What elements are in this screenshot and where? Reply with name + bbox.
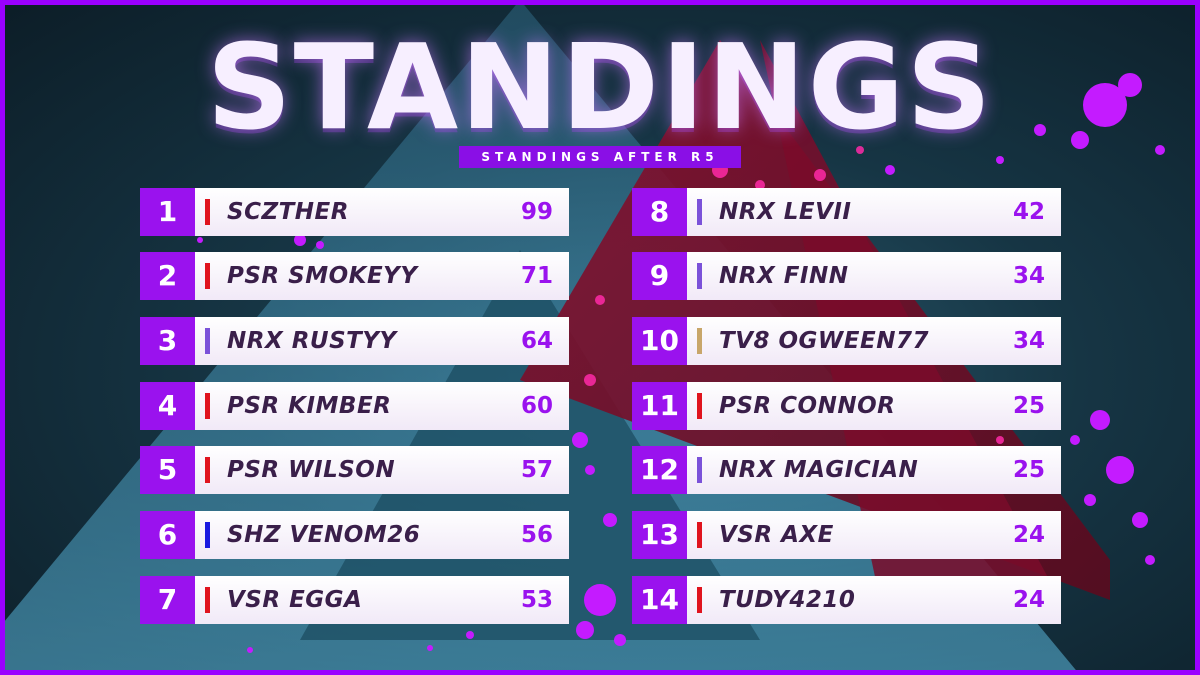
standings-row: 14 TUDY4210 24 — [632, 576, 1062, 624]
player-name: TUDY4210 — [719, 587, 856, 613]
player-name: NRX FINN — [719, 263, 849, 289]
player-name: PSR WILSON — [227, 457, 396, 483]
paint-splatter — [197, 73, 1165, 653]
standings-row: 2 PSR SMOKEYY 71 — [140, 252, 570, 300]
player-card: PSR SMOKEYY 71 — [195, 252, 569, 300]
player-points: 57 — [520, 457, 553, 483]
player-card: NRX RUSTYY 64 — [195, 317, 569, 365]
rank-number: 8 — [632, 188, 687, 236]
team-tag-marker — [205, 263, 210, 289]
player-points: 64 — [520, 328, 553, 354]
rank-number: 6 — [140, 511, 195, 559]
standings-row: 8 NRX LEVII 42 — [632, 188, 1062, 236]
team-tag-marker — [205, 393, 210, 419]
team-tag-marker — [205, 587, 210, 613]
player-points: 56 — [520, 522, 553, 548]
rank-number: 7 — [140, 576, 195, 624]
team-tag-marker — [697, 522, 702, 548]
rank-number: 13 — [632, 511, 687, 559]
team-tag-marker — [697, 328, 702, 354]
player-card: VSR AXE 24 — [687, 511, 1061, 559]
player-points: 53 — [520, 587, 553, 613]
player-points: 71 — [520, 263, 553, 289]
player-name: NRX RUSTYY — [227, 328, 397, 354]
player-card: TUDY4210 24 — [687, 576, 1061, 624]
team-tag-marker — [697, 199, 702, 225]
player-name: PSR CONNOR — [719, 393, 896, 419]
standings-row: 10 TV8 OGWEEN77 34 — [632, 317, 1062, 365]
rank-number: 4 — [140, 382, 195, 430]
rank-number: 14 — [632, 576, 687, 624]
player-name: VSR AXE — [719, 522, 834, 548]
player-name: SHZ VENOM26 — [227, 522, 421, 548]
standings-row: 4 PSR KIMBER 60 — [140, 382, 570, 430]
rank-number: 2 — [140, 252, 195, 300]
team-tag-marker — [697, 263, 702, 289]
team-tag-marker — [697, 457, 702, 483]
player-points: 60 — [520, 393, 553, 419]
standings-row: 7 VSR EGGA 53 — [140, 576, 570, 624]
player-card: NRX FINN 34 — [687, 252, 1061, 300]
standings-row: 12 NRX MAGICIAN 25 — [632, 446, 1062, 494]
player-card: SHZ VENOM26 56 — [195, 511, 569, 559]
player-card: PSR CONNOR 25 — [687, 382, 1061, 430]
player-card: PSR WILSON 57 — [195, 446, 569, 494]
standings-row: 11 PSR CONNOR 25 — [632, 382, 1062, 430]
standings-row: 1 SCZTHER 99 — [140, 188, 570, 236]
player-name: NRX MAGICIAN — [719, 457, 919, 483]
rank-number: 1 — [140, 188, 195, 236]
standings-row: 6 SHZ VENOM26 56 — [140, 511, 570, 559]
player-points: 42 — [1012, 199, 1045, 225]
standings-row: 13 VSR AXE 24 — [632, 511, 1062, 559]
player-points: 99 — [520, 199, 553, 225]
player-name: PSR KIMBER — [227, 393, 392, 419]
rank-number: 3 — [140, 317, 195, 365]
player-name: PSR SMOKEYY — [227, 263, 418, 289]
rank-number: 10 — [632, 317, 687, 365]
team-tag-marker — [205, 199, 210, 225]
player-points: 24 — [1012, 522, 1045, 548]
team-tag-marker — [697, 587, 702, 613]
player-card: PSR KIMBER 60 — [195, 382, 569, 430]
player-points: 25 — [1012, 457, 1045, 483]
page-subtitle: STANDINGS AFTER R5 — [459, 146, 741, 168]
rank-number: 12 — [632, 446, 687, 494]
player-name: NRX LEVII — [719, 199, 852, 225]
player-card: SCZTHER 99 — [195, 188, 569, 236]
player-points: 34 — [1012, 328, 1045, 354]
page-title: STANDINGS — [206, 18, 994, 156]
player-card: NRX LEVII 42 — [687, 188, 1061, 236]
player-points: 25 — [1012, 393, 1045, 419]
player-name: VSR EGGA — [227, 587, 363, 613]
rank-number: 9 — [632, 252, 687, 300]
standings-row: 9 NRX FINN 34 — [632, 252, 1062, 300]
team-tag-marker — [697, 393, 702, 419]
rank-number: 5 — [140, 446, 195, 494]
team-tag-marker — [205, 457, 210, 483]
standings-row: 5 PSR WILSON 57 — [140, 446, 570, 494]
team-tag-marker — [205, 328, 210, 354]
player-card: NRX MAGICIAN 25 — [687, 446, 1061, 494]
player-points: 34 — [1012, 263, 1045, 289]
rank-number: 11 — [632, 382, 687, 430]
player-card: TV8 OGWEEN77 34 — [687, 317, 1061, 365]
team-tag-marker — [205, 522, 210, 548]
player-points: 24 — [1012, 587, 1045, 613]
player-card: VSR EGGA 53 — [195, 576, 569, 624]
player-name: SCZTHER — [227, 199, 349, 225]
standings-row: 3 NRX RUSTYY 64 — [140, 317, 570, 365]
player-name: TV8 OGWEEN77 — [719, 328, 929, 354]
